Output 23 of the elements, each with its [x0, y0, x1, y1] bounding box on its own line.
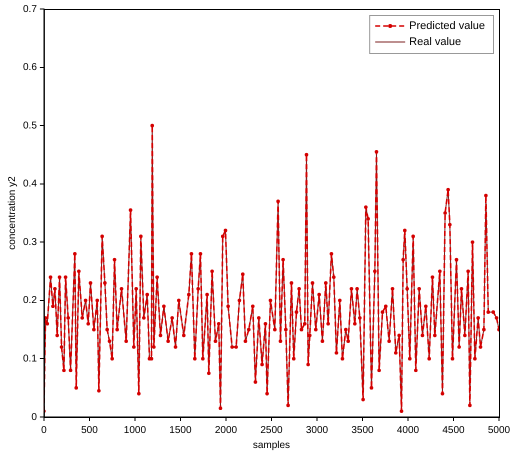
x-tick-label: 4000 [396, 424, 420, 436]
y-tick-label: 0.6 [22, 62, 38, 74]
y-tick-label: 0.1 [22, 353, 38, 364]
y-tick-label: 0.4 [22, 178, 38, 190]
legend-label: Predicted value [409, 20, 486, 32]
x-tick-label: 4500 [442, 424, 466, 436]
x-tick-label: 1000 [124, 424, 146, 436]
y-tick-label: 0.3 [22, 236, 38, 248]
y-tick-label: 0.2 [22, 295, 38, 306]
x-tick-label: 2500 [260, 424, 284, 436]
x-axis-title: samples [252, 440, 290, 451]
y-tick-label: 0 [31, 412, 38, 423]
y-axis-title: concentration y2 [6, 176, 18, 250]
x-tick-label: 0 [41, 424, 48, 436]
x-tick-label: 5000 [488, 424, 511, 436]
x-tick-label: 3000 [306, 424, 329, 436]
x-tick-label: 1500 [169, 424, 192, 436]
legend-label: Real value [409, 36, 462, 48]
x-tick-label: 2000 [214, 424, 238, 436]
y-tick-label: 0.7 [22, 4, 38, 15]
x-tick-label: 3500 [351, 424, 374, 436]
y-tick-label: 0.5 [22, 120, 38, 132]
x-tick-label: 500 [81, 424, 98, 436]
